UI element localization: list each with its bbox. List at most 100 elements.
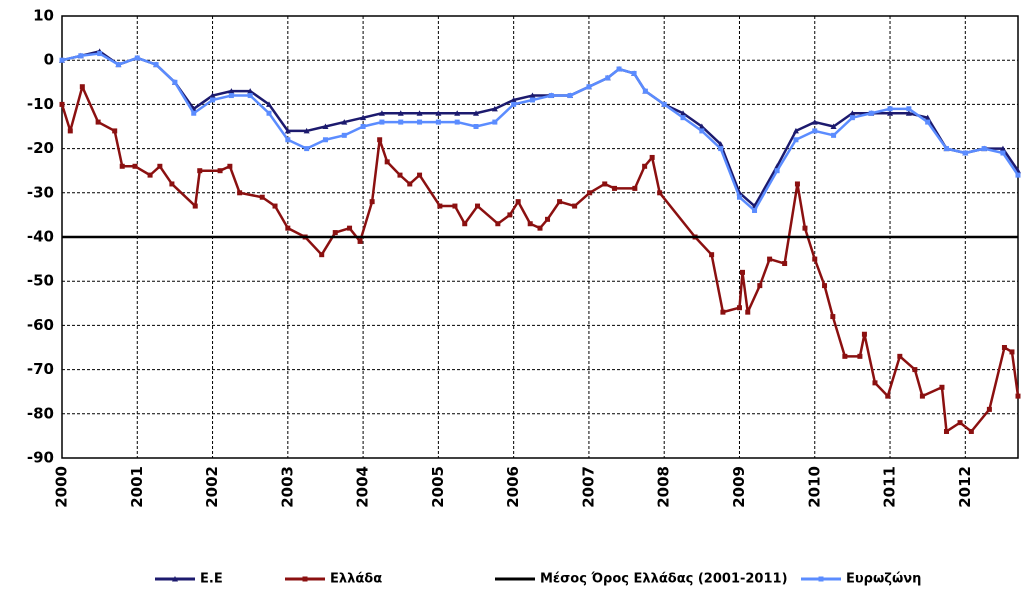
marker — [347, 225, 353, 231]
marker — [322, 137, 328, 143]
marker — [529, 92, 536, 99]
marker — [857, 353, 863, 359]
marker — [303, 127, 310, 134]
marker — [905, 110, 912, 116]
marker — [285, 225, 291, 231]
marker — [752, 207, 758, 213]
marker — [527, 221, 533, 227]
marker — [473, 110, 480, 116]
marker — [849, 110, 856, 116]
marker — [586, 84, 592, 90]
marker — [59, 57, 65, 63]
marker — [157, 163, 163, 169]
marker — [925, 119, 931, 125]
marker — [968, 428, 974, 434]
marker — [97, 51, 103, 57]
x-tick-label: 2001 — [128, 466, 146, 508]
series — [59, 51, 1021, 213]
marker — [515, 199, 521, 205]
marker — [304, 146, 310, 152]
legend-marker — [172, 576, 178, 582]
marker — [259, 194, 265, 200]
marker — [378, 110, 385, 116]
y-tick-label: -30 — [27, 183, 54, 201]
x-tick-label: 2005 — [429, 466, 447, 508]
marker — [454, 119, 460, 125]
marker — [153, 62, 159, 68]
marker — [548, 93, 554, 99]
marker — [475, 203, 481, 209]
marker — [885, 393, 891, 399]
marker — [67, 128, 73, 134]
marker — [657, 190, 663, 196]
marker — [507, 212, 513, 218]
marker — [266, 101, 273, 107]
y-tick-label: -70 — [27, 360, 54, 378]
marker — [341, 119, 348, 125]
marker — [462, 221, 468, 227]
x-tick-label: 2006 — [504, 466, 522, 508]
marker — [602, 181, 608, 187]
marker — [745, 309, 751, 315]
marker — [872, 380, 878, 386]
marker — [631, 70, 637, 76]
marker — [377, 137, 383, 143]
marker — [417, 172, 423, 178]
marker — [79, 84, 85, 90]
marker — [943, 428, 949, 434]
marker — [360, 114, 367, 121]
marker — [407, 181, 413, 187]
y-tick-label: -40 — [27, 228, 54, 246]
marker — [59, 101, 65, 107]
marker — [119, 163, 125, 169]
marker — [774, 168, 780, 174]
marker — [698, 123, 705, 129]
legend-marker — [818, 576, 824, 582]
marker — [134, 55, 140, 61]
legend-marker — [302, 576, 308, 582]
x-tick-label: 2007 — [579, 466, 597, 508]
marker — [437, 203, 443, 209]
marker — [210, 97, 216, 103]
marker — [649, 154, 655, 160]
marker — [642, 163, 648, 169]
marker — [868, 110, 874, 116]
marker — [247, 88, 254, 94]
marker — [999, 145, 1006, 152]
marker — [587, 190, 593, 196]
x-tick-label: 2008 — [655, 466, 673, 508]
marker — [112, 128, 118, 134]
x-tick-label: 2000 — [53, 466, 71, 508]
x-tick-label: 2010 — [805, 466, 823, 508]
x-tick-label: 2004 — [354, 466, 372, 508]
marker — [718, 146, 724, 152]
y-tick-label: -50 — [27, 272, 54, 290]
marker — [132, 163, 138, 169]
marker — [266, 110, 272, 116]
marker — [919, 393, 925, 399]
marker — [284, 127, 291, 134]
marker — [912, 367, 918, 373]
marker — [322, 123, 329, 129]
marker — [197, 168, 203, 174]
marker — [887, 110, 894, 116]
y-tick-label: -60 — [27, 316, 54, 334]
x-tick-label: 2012 — [956, 466, 974, 508]
marker — [228, 93, 234, 99]
marker — [510, 96, 517, 103]
x-tick-label: 2002 — [203, 466, 221, 508]
marker — [237, 190, 243, 196]
marker — [642, 88, 648, 94]
marker — [572, 203, 578, 209]
marker — [792, 127, 799, 134]
marker — [812, 256, 818, 262]
marker — [147, 172, 153, 178]
marker — [616, 66, 622, 72]
marker — [529, 97, 535, 103]
marker — [416, 110, 423, 116]
x-tick-label: 2011 — [881, 466, 899, 508]
marker — [830, 314, 836, 320]
marker — [822, 283, 828, 289]
marker — [435, 119, 441, 125]
